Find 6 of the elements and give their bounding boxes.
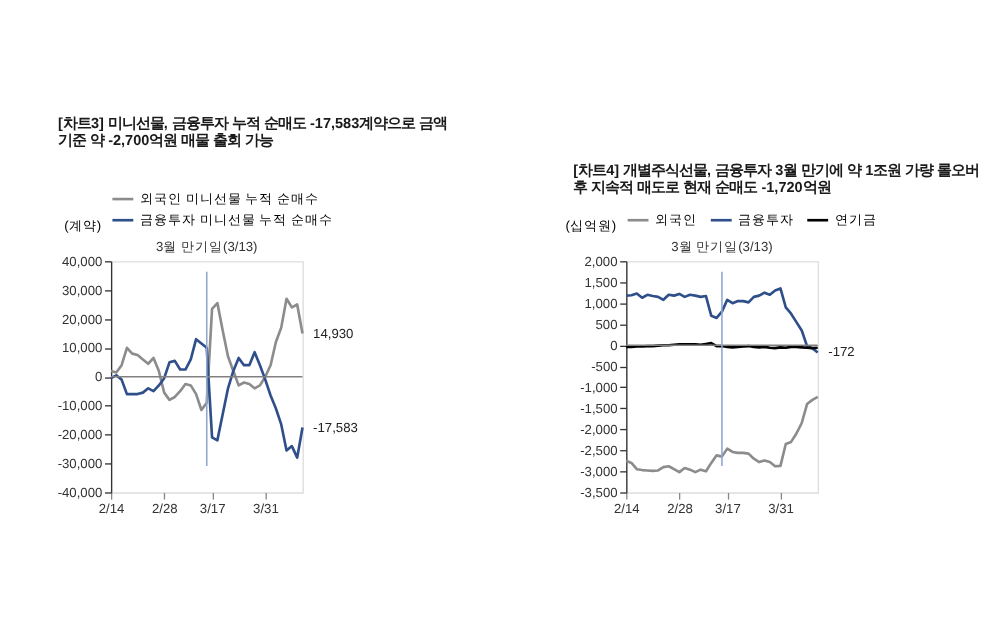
chart-title: [차트4] 개별주식선물, 금융투자 3월 만기에 약 1조원 가량 롤오버 후 지속적 매도로 현재 순매도 -1,720억원 (573, 161, 980, 197)
line-series (109, 337, 304, 459)
chart-title: [차트3] 미니선물, 금융투자 누적 순매도 -17,583계약으로 금액 기준 약 -2,700억원 매물 출회 가능 (58, 113, 448, 149)
line-series (109, 297, 304, 412)
line-series (624, 287, 820, 354)
line-series (624, 395, 820, 474)
